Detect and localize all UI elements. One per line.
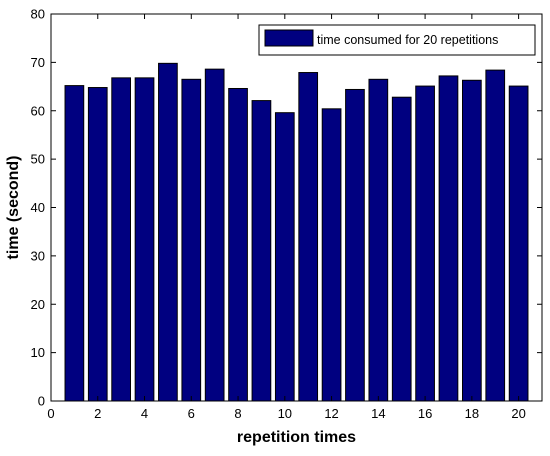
- x-axis-ticks: 0 2 4 6 8 10 12 14 16 18 20: [47, 14, 526, 421]
- y-tick-label: 80: [31, 7, 45, 22]
- bar-18: [462, 79, 482, 402]
- bar-4: [134, 77, 155, 402]
- x-tick-label: 10: [278, 406, 292, 421]
- bar-19: [485, 69, 506, 402]
- y-tick-label: 10: [31, 345, 45, 360]
- bar-5: [158, 62, 178, 402]
- bar-11: [298, 72, 319, 402]
- bar-14: [368, 78, 389, 402]
- bar-16: [415, 85, 435, 402]
- bar-10: [274, 112, 295, 402]
- x-tick-label: 2: [94, 406, 101, 421]
- y-tick-label: 20: [31, 297, 45, 312]
- y-axis-ticks: 0 10 20 30 40 50 60 70 80: [31, 7, 542, 409]
- x-tick-label: 20: [511, 406, 525, 421]
- bar-3: [111, 77, 131, 402]
- y-tick-label: 60: [31, 103, 45, 118]
- legend-swatch: [264, 29, 314, 47]
- bars-group: [64, 62, 529, 402]
- bar-9: [251, 100, 272, 402]
- y-tick-label: 70: [31, 55, 45, 70]
- x-tick-label: 0: [47, 406, 54, 421]
- y-tick-label: 30: [31, 248, 45, 263]
- bar-17: [438, 75, 459, 402]
- x-axis-title: repetition times: [237, 429, 356, 446]
- bar-20: [508, 85, 529, 402]
- x-tick-label: 18: [465, 406, 479, 421]
- legend: time consumed for 20 repetitions: [258, 24, 536, 56]
- bar-1: [64, 85, 85, 402]
- x-tick-label: 16: [418, 406, 432, 421]
- y-axis-title: time (second): [5, 155, 22, 259]
- bar-15: [391, 96, 412, 402]
- y-tick-label: 40: [31, 200, 45, 215]
- x-tick-label: 14: [371, 406, 385, 421]
- x-tick-label: 6: [188, 406, 195, 421]
- x-tick-label: 12: [324, 406, 338, 421]
- bar-7: [204, 68, 225, 402]
- legend-label: time consumed for 20 repetitions: [317, 33, 498, 47]
- plot-area: [51, 14, 542, 401]
- x-tick-label: 8: [234, 406, 241, 421]
- y-tick-label: 50: [31, 152, 45, 167]
- y-tick-label: 0: [38, 394, 45, 409]
- bar-6: [181, 78, 202, 402]
- bar-12: [321, 108, 342, 402]
- bar-8: [228, 87, 248, 402]
- bar-13: [345, 88, 365, 402]
- x-tick-label: 4: [141, 406, 148, 421]
- bar-2: [87, 87, 108, 402]
